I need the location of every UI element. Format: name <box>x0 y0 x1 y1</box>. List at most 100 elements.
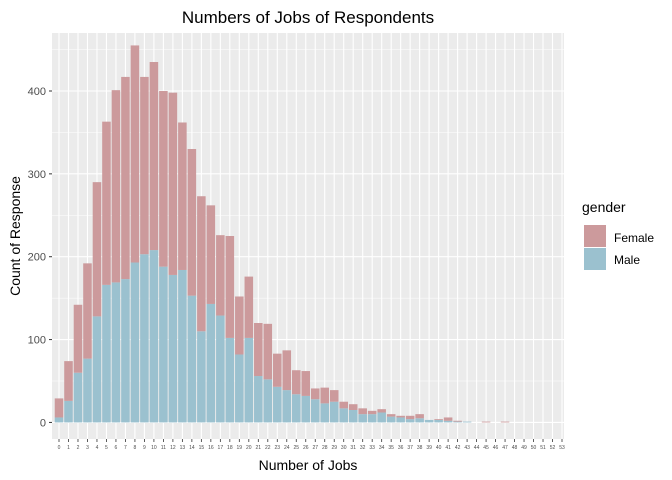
bar-male-3 <box>83 358 92 423</box>
bar-female-34 <box>377 409 386 413</box>
bar-female-30 <box>339 401 348 409</box>
legend: gender Female Male <box>582 199 654 270</box>
bar-male-16 <box>206 303 216 423</box>
bar-female-33 <box>367 410 377 415</box>
bar-female-40 <box>434 419 443 420</box>
bar-female-38 <box>415 414 424 419</box>
x-tick-label: 39 <box>426 445 432 451</box>
x-tick-label: 31 <box>350 445 356 451</box>
x-tick-label: 43 <box>464 445 470 451</box>
legend-label-female: Female <box>614 231 654 245</box>
bar-female-42 <box>453 420 462 422</box>
y-tick-label: 200 <box>28 252 46 264</box>
x-tick-label: 11 <box>161 445 166 451</box>
x-tick-label: 12 <box>170 445 176 451</box>
x-tick-label: 48 <box>512 445 518 451</box>
bar-male-39 <box>424 419 434 423</box>
x-tick-label: 34 <box>379 445 385 451</box>
bar-female-4 <box>92 182 102 317</box>
bar-female-12 <box>168 92 178 275</box>
y-tick-label: 300 <box>28 169 46 181</box>
x-tick-label: 40 <box>436 445 442 451</box>
x-tick-label: 13 <box>180 445 186 451</box>
bar-male-14 <box>187 295 197 423</box>
bar-male-29 <box>329 401 339 423</box>
bar-female-31 <box>348 404 358 410</box>
x-tick-label: 1 <box>67 445 70 451</box>
bar-male-7 <box>121 279 130 423</box>
x-tick-label: 9 <box>143 445 146 451</box>
bar-male-4 <box>92 316 102 423</box>
x-tick-label: 26 <box>303 445 309 451</box>
bar-male-6 <box>111 282 121 423</box>
bar-female-24 <box>282 350 292 391</box>
x-tick-label: 42 <box>455 445 461 451</box>
x-tick-label: 21 <box>256 445 262 451</box>
x-tick-label: 30 <box>341 445 347 451</box>
bar-male-37 <box>405 419 415 423</box>
bar-male-33 <box>367 414 377 423</box>
bar-female-35 <box>386 414 396 417</box>
bar-male-40 <box>434 419 443 423</box>
chart-title: Numbers of Jobs of Respondents <box>182 8 434 27</box>
bar-female-45 <box>481 421 491 423</box>
legend-label-male: Male <box>614 253 640 267</box>
x-tick-label: 3 <box>86 445 89 451</box>
x-tick-label: 38 <box>417 445 423 451</box>
bar-female-15 <box>197 196 206 332</box>
bar-male-2 <box>73 372 83 423</box>
x-tick-label: 27 <box>312 445 318 451</box>
x-axis-title: Number of Jobs <box>259 457 358 473</box>
x-tick-label: 33 <box>369 445 375 451</box>
bar-male-41 <box>443 420 453 423</box>
legend-key-male <box>584 248 606 270</box>
bar-female-0 <box>54 398 64 418</box>
bar-female-41 <box>443 417 453 421</box>
x-tick-label: 15 <box>199 445 205 451</box>
x-tick-label: 47 <box>502 445 508 451</box>
x-tick-label: 29 <box>331 445 337 451</box>
bar-male-28 <box>320 403 330 423</box>
y-tick-label: 0 <box>40 417 46 429</box>
bar-female-36 <box>396 415 405 418</box>
bar-male-13 <box>178 269 187 423</box>
bar-female-22 <box>263 323 273 380</box>
bar-female-2 <box>73 304 83 373</box>
bar-female-3 <box>83 263 92 359</box>
bar-female-1 <box>64 361 73 401</box>
bar-male-21 <box>254 376 263 423</box>
bar-male-11 <box>159 266 168 423</box>
x-tick-label: 7 <box>124 445 127 451</box>
bar-female-26 <box>301 371 311 396</box>
x-tick-label: 23 <box>275 445 281 451</box>
x-tick-label: 28 <box>322 445 328 451</box>
bar-female-6 <box>111 90 121 283</box>
bar-male-24 <box>282 390 292 423</box>
bar-male-25 <box>291 394 301 423</box>
y-tick-label: 400 <box>28 86 46 98</box>
x-tick-label: 35 <box>388 445 394 451</box>
x-tick-label: 16 <box>208 445 214 451</box>
bar-male-17 <box>216 315 225 423</box>
bar-male-35 <box>386 416 396 423</box>
y-tick-label: 100 <box>28 335 46 347</box>
bar-female-47 <box>500 421 510 423</box>
bar-male-31 <box>348 410 358 423</box>
bar-female-13 <box>178 122 187 270</box>
bar-female-14 <box>187 149 197 296</box>
bar-male-10 <box>149 250 159 423</box>
bar-male-36 <box>396 417 405 423</box>
bar-male-20 <box>244 337 254 423</box>
bar-male-15 <box>197 331 206 423</box>
x-tick-label: 4 <box>96 445 99 451</box>
bar-female-16 <box>206 205 216 304</box>
x-tick-label: 5 <box>105 445 108 451</box>
x-tick-label: 8 <box>134 445 137 451</box>
bar-female-8 <box>130 45 140 263</box>
x-tick-label: 44 <box>474 445 480 451</box>
bar-male-42 <box>453 421 462 423</box>
x-tick-label: 36 <box>398 445 404 451</box>
y-axis-title: Count of Response <box>7 176 23 296</box>
bars <box>54 45 510 423</box>
x-axis-ticks: 0 1 2 3 4 5 6 7 8 9 10 11 12 13 14 15 16 17 18 19 20 21 22 23 24… <box>58 439 565 451</box>
